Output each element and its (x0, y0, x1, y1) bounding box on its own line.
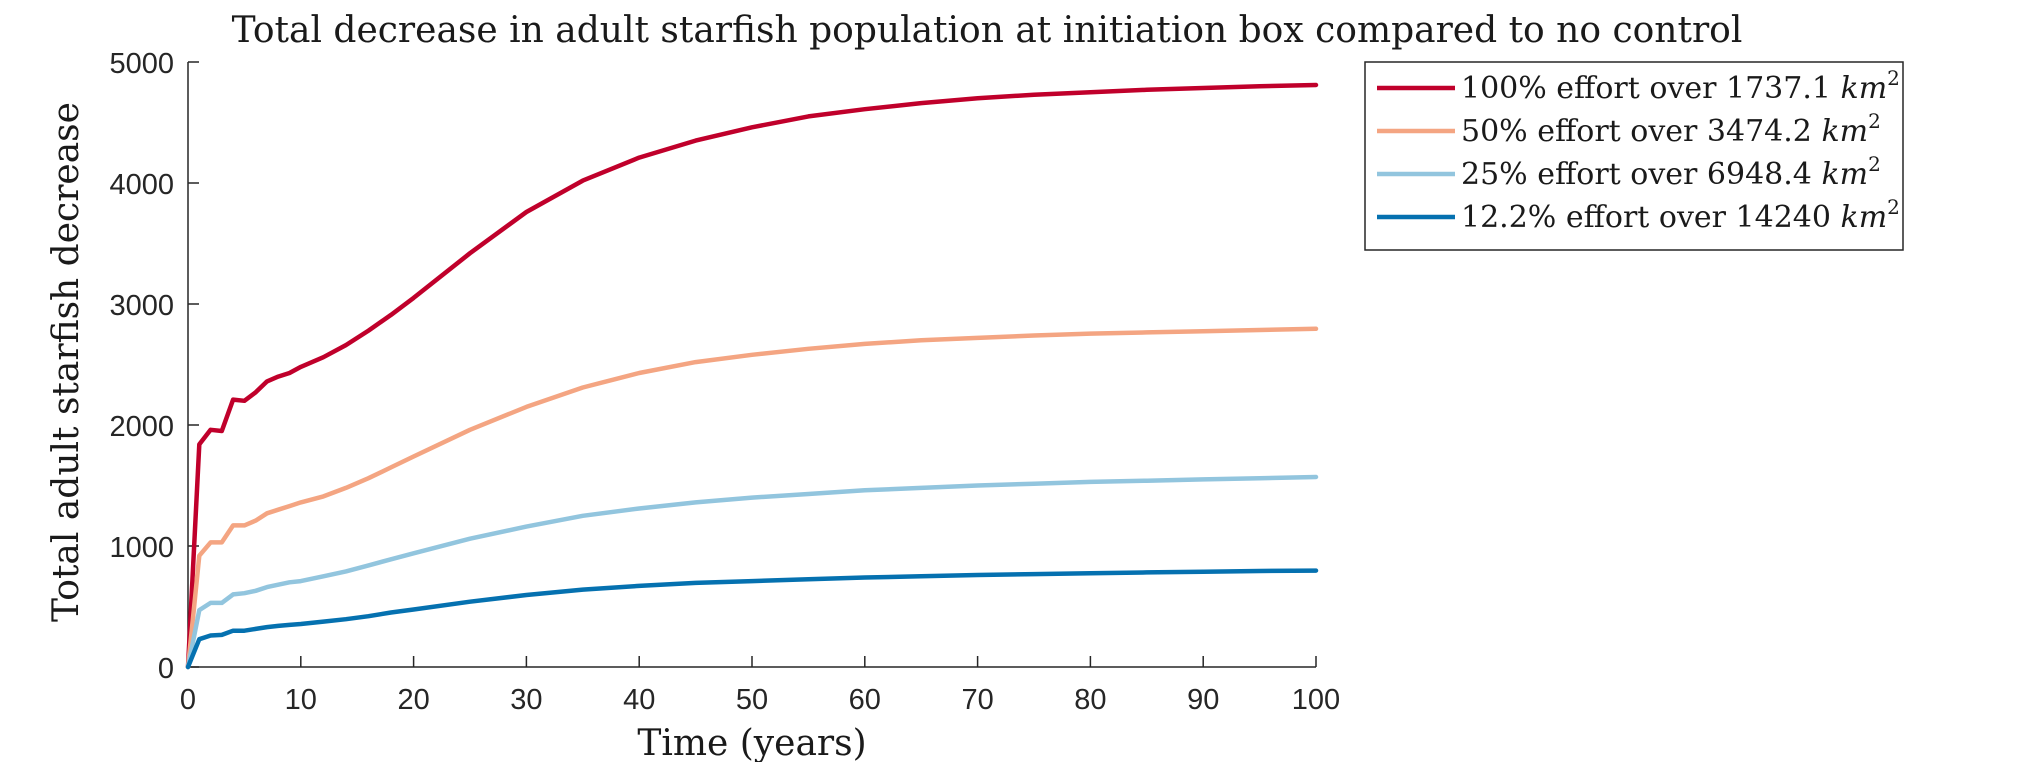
series-line-4 (185, 568, 1319, 670)
x-tick-label: 10 (285, 684, 317, 716)
legend-label-unit: km (1841, 71, 1888, 106)
legend-label-4: 12.2% effort over 14240 km2 (1461, 195, 1900, 235)
x-tick-label: 80 (1074, 684, 1106, 716)
x-tick-label: 40 (623, 684, 655, 716)
legend-label-unit: km (1841, 200, 1888, 235)
legend-label-unit: km (1821, 114, 1868, 149)
x-tick-label: 30 (510, 684, 542, 716)
y-tick-label: 5000 (109, 48, 174, 80)
legend-label-sup: 2 (1887, 66, 1900, 90)
legend-label-sup: 2 (1868, 152, 1881, 176)
series-line-1 (185, 82, 1319, 670)
legend-label-3: 25% effort over 6948.4 km2 (1461, 152, 1881, 192)
series-line-2 (185, 326, 1319, 670)
y-axis-label: Total adult starfish decrease (46, 102, 87, 622)
legend-label-text: 12.2% effort over 14240 (1461, 200, 1841, 235)
y-tick-label: 2000 (109, 411, 174, 443)
y-tick-label: 0 (158, 653, 174, 685)
x-tick-label: 20 (397, 684, 429, 716)
legend-label-text: 50% effort over 3474.2 (1461, 114, 1821, 149)
legend-label-sup: 2 (1887, 195, 1900, 219)
x-axis-label: Time (years) (637, 723, 866, 762)
axes: 0 10 20 30 40 50 60 70 80 90 100010002000300040005… (109, 48, 1340, 716)
legend-label-sup: 2 (1868, 109, 1881, 133)
x-tick-label: 70 (961, 684, 993, 716)
series-line-3 (185, 474, 1319, 670)
x-tick-label: 100 (1292, 684, 1340, 716)
series-layer (185, 82, 1319, 670)
y-tick-label: 1000 (109, 532, 174, 564)
legend-label-1: 100% effort over 1737.1 km2 (1461, 66, 1900, 106)
y-tick-label: 3000 (109, 290, 174, 322)
y-tick-label: 4000 (109, 169, 174, 201)
x-tick-label: 50 (736, 684, 768, 716)
x-tick-label: 90 (1187, 684, 1219, 716)
x-tick-label: 60 (849, 684, 881, 716)
x-tick-label: 0 (180, 684, 196, 716)
legend-label-text: 25% effort over 6948.4 (1461, 157, 1821, 192)
legend-label-2: 50% effort over 3474.2 km2 (1461, 109, 1881, 149)
legend-label-text: 100% effort over 1737.1 (1461, 71, 1841, 106)
chart-title: Total decrease in adult starfish populat… (232, 10, 1743, 51)
legend-label-unit: km (1821, 157, 1868, 192)
